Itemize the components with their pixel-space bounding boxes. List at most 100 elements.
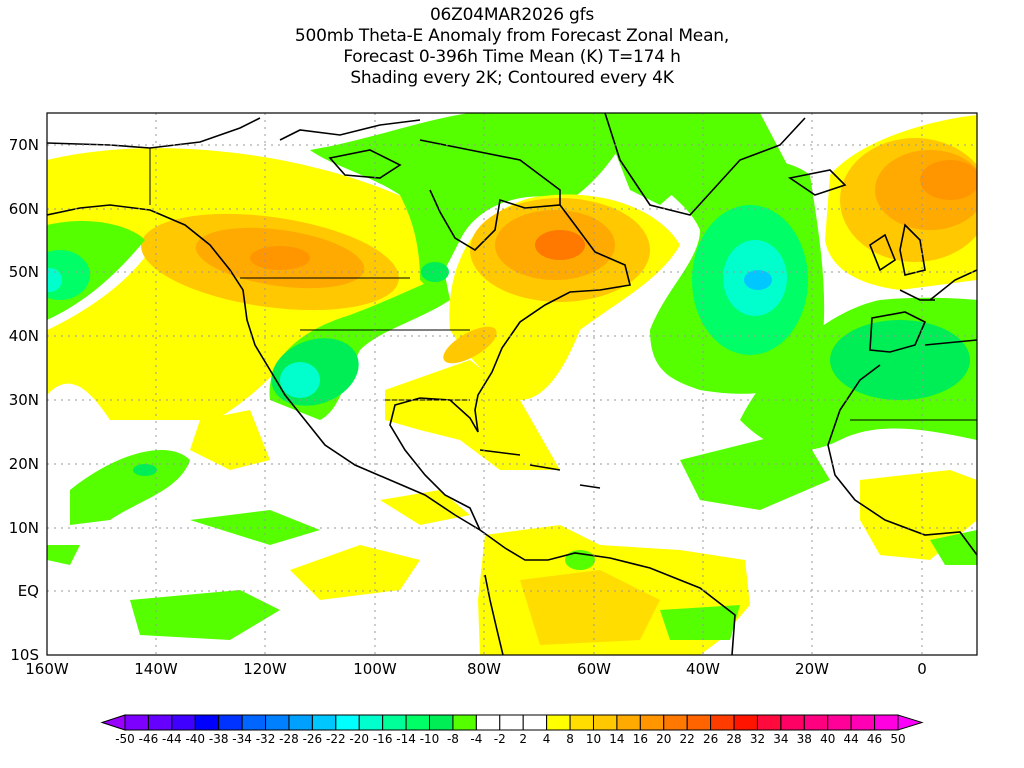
colorbar-tick-label: -38 (208, 732, 229, 746)
lat-label: 10N (8, 519, 39, 537)
cold-anomaly-sw-peak (280, 362, 320, 398)
colorbar-tick-label: 14 (609, 732, 625, 746)
map-frame (46, 112, 978, 656)
colorbar-swatch (546, 714, 571, 731)
colorbar-swatch (803, 714, 829, 731)
colorbar-swatch (147, 714, 173, 731)
colorbar-swatch (850, 714, 876, 731)
lon-label: 20W (795, 660, 829, 678)
colorbar-swatch (475, 714, 501, 731)
coastline-greenland (604, 113, 806, 216)
colorbar-swatch (616, 714, 641, 731)
coastline-north-america-east (389, 189, 631, 531)
lat-label: 60N (8, 200, 39, 218)
lat-label: 50N (8, 263, 39, 281)
lon-label: 60W (577, 660, 611, 678)
colorbar-swatch (663, 714, 688, 731)
lon-label: 80W (467, 660, 501, 678)
warm-anomaly-peak (250, 246, 310, 270)
lat-label: 30N (8, 391, 39, 409)
colorbar-tick-label: 4 (542, 732, 551, 746)
colorbar-tick-label: -50 (115, 732, 135, 746)
colorbar-swatch (311, 714, 337, 731)
lon-label: 140W (134, 660, 178, 678)
colorbar-tick-label: -26 (302, 732, 323, 746)
colorbar-swatch (194, 714, 220, 731)
colorbar-tick-label: 20 (656, 732, 672, 746)
lon-label: 160W (25, 660, 69, 678)
warm-anomaly-east-pacific (290, 545, 420, 600)
country-borders (149, 148, 977, 421)
colorbar-swatch (686, 714, 712, 731)
colorbar-tick-label: -2 (493, 732, 506, 746)
cold-anomaly-tropical-atlantic (680, 430, 830, 510)
lon-label: 100W (353, 660, 397, 678)
colorbar-tick-label: 2 (519, 732, 528, 746)
colorbar-swatch (452, 714, 477, 731)
colorbar-tick-label: -4 (470, 732, 483, 746)
colorbar-tick-label: 16 (632, 732, 648, 746)
colorbar-tick-label: 26 (702, 732, 719, 746)
cold-anomaly-canadian-arctic (310, 113, 640, 290)
colorbar-swatch (335, 714, 360, 731)
cold-anomaly-tropical-patch (190, 510, 320, 545)
cold-anomaly-patch (47, 545, 80, 565)
lon-label: 40W (686, 660, 720, 678)
colorbar-tick-label: -28 (279, 732, 299, 746)
anomaly-shading (47, 113, 977, 655)
plot-title-variable: 500mb Theta-E Anomaly from Forecast Zona… (294, 26, 730, 46)
plot-title-shading: Shading every 2K; Contoured every 4K (350, 68, 674, 88)
cold-anomaly-iberia-core (830, 320, 970, 400)
colorbar-swatch (241, 714, 267, 731)
colorbar-swatch (756, 714, 782, 731)
colorbar-tick-label: -8 (446, 732, 459, 746)
cold-anomaly-central-pacific-core (133, 464, 157, 476)
colorbar-swatch (358, 714, 384, 731)
cold-anomaly-greenland (600, 113, 790, 205)
colorbar-swatch (499, 714, 524, 731)
colorbar-swatch (592, 714, 618, 731)
lon-label: 0 (917, 660, 927, 678)
colorbar-swatch (780, 714, 805, 731)
cold-anomaly-great-lakes (421, 262, 449, 282)
colorbar-tick-label: 32 (749, 732, 766, 746)
lat-label: EQ (17, 582, 39, 600)
warm-anomaly-amazon (520, 570, 660, 645)
warm-anomaly-patch (190, 410, 270, 470)
colorbar-tick-label: 10 (585, 732, 602, 746)
colorbar-swatch (265, 714, 290, 731)
cold-anomaly-brazil-coast (660, 605, 740, 640)
warm-anomaly-east-us (443, 326, 497, 364)
coastline-iceland (787, 169, 847, 196)
lat-label: 70N (8, 136, 39, 154)
colorbar-swatch (639, 714, 665, 731)
colorbar-tick-label: 50 (890, 732, 906, 746)
colorbar-swatch (124, 714, 149, 731)
colorbar-under-arrow (100, 714, 126, 731)
warm-anomaly-europe-peak (920, 160, 977, 200)
colorbar-tick-label: -32 (255, 732, 276, 746)
warm-anomaly-patch (380, 490, 470, 525)
colorbar-tick-label: -44 (162, 732, 182, 746)
plot-title-forecast: Forecast 0-396h Time Mean (K) T=174 h (343, 47, 681, 67)
colorbar-swatch (382, 714, 407, 731)
lon-label: 120W (243, 660, 287, 678)
cold-anomaly-central-pacific (70, 450, 190, 525)
colorbar-swatch (171, 714, 196, 731)
coastline-central-south-america (479, 529, 736, 655)
colorbar-swatch (569, 714, 594, 731)
warm-anomaly-gulf (385, 360, 560, 470)
coastline-africa-iberia (827, 311, 977, 556)
colorbar-tick-label: -14 (396, 732, 416, 746)
colorbar-swatch (874, 714, 899, 731)
colorbar-tick-label: 34 (773, 732, 789, 746)
colorbar-swatch (733, 714, 758, 731)
colorbar-tick-label: 46 (866, 732, 883, 746)
coastline-caribbean (479, 449, 601, 489)
colorbar-tick-label: 28 (726, 732, 742, 746)
colorbar-swatch (429, 714, 454, 731)
lat-label: 20N (8, 455, 39, 473)
plot-title-date: 06Z04MAR2026 gfs (429, 5, 595, 25)
colorbar-swatch (522, 714, 548, 731)
